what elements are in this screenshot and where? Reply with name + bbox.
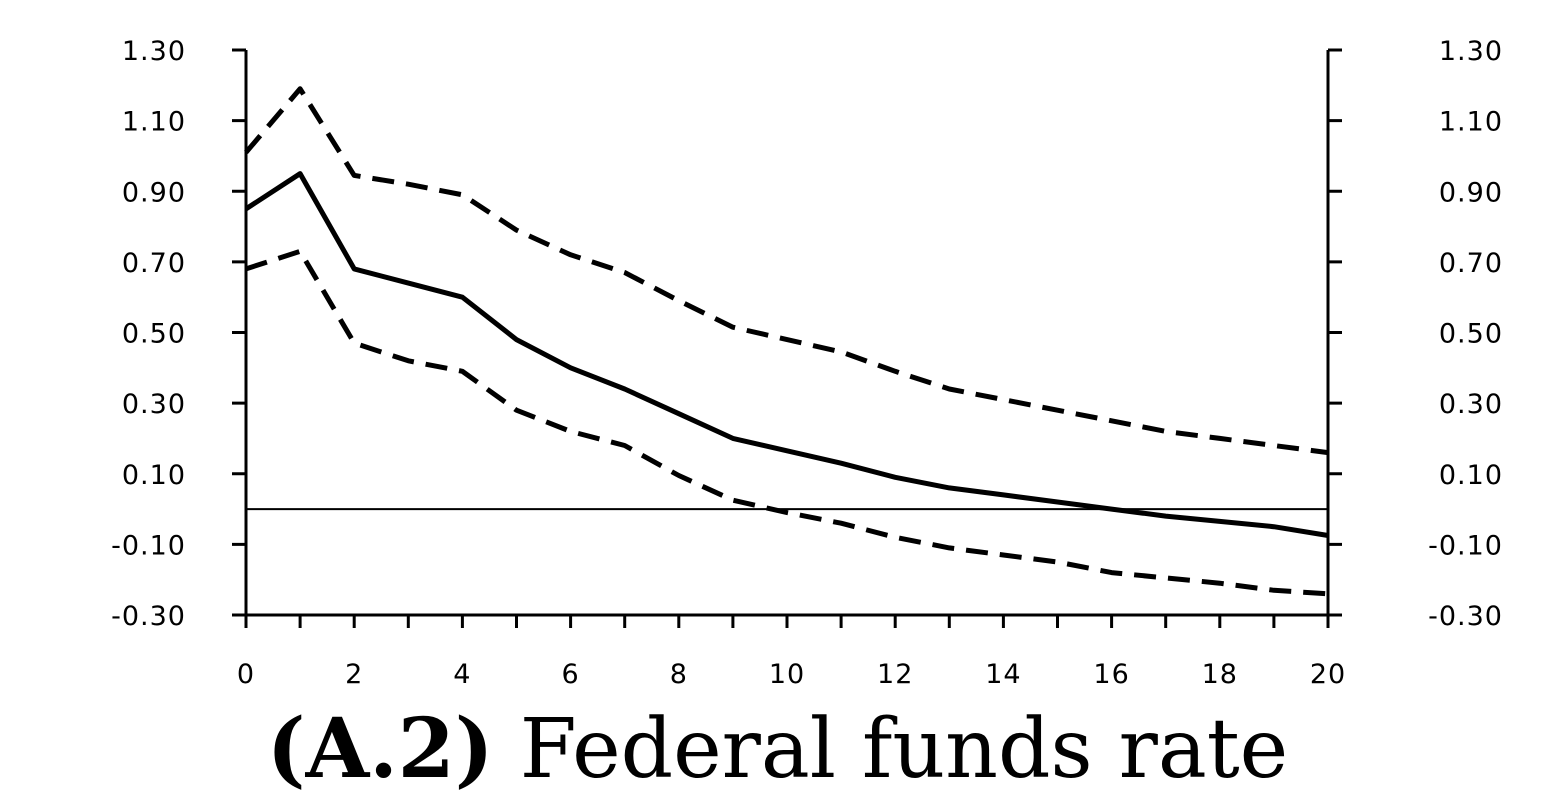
y-tick-label-left: 0.70 (122, 248, 186, 279)
x-tick-label: 20 (1310, 659, 1346, 690)
y-tick-label-right: 1.30 (1439, 36, 1503, 67)
x-tick-label: 12 (877, 659, 913, 690)
caption-title: Federal funds rate (519, 702, 1289, 797)
x-tick-label: 4 (453, 659, 471, 690)
x-tick-label: 16 (1093, 659, 1129, 690)
confidence-band-line (244, 86, 1329, 456)
series-lines (244, 86, 1329, 597)
axes (244, 50, 1330, 617)
x-tick-label: 0 (237, 659, 255, 690)
confidence-band-line (245, 248, 1329, 597)
x-tick-label: 8 (670, 659, 688, 690)
y-tick-label-right: 0.70 (1439, 248, 1503, 279)
y-tick-label-left: -0.10 (111, 530, 186, 561)
x-tick-label: 6 (562, 659, 580, 690)
tick-marks (232, 48, 1342, 628)
y-tick-label-left: 1.30 (122, 36, 186, 67)
response-line (244, 171, 1329, 538)
y-tick-label-right: -0.30 (1428, 601, 1503, 632)
y-tick-label-left: 0.10 (122, 460, 186, 491)
y-tick-label-right: -0.10 (1428, 530, 1503, 561)
chart-caption: (A.2) Federal funds rate (0, 708, 1555, 791)
y-tick-label-right: 0.30 (1439, 389, 1503, 420)
y-tick-label-right: 1.10 (1439, 107, 1503, 138)
y-tick-label-right: 0.50 (1439, 319, 1503, 350)
panel-label: (A.2) (266, 701, 494, 797)
y-tick-label-left: 0.50 (122, 319, 186, 350)
y-tick-label-right: 0.10 (1439, 460, 1503, 491)
y-tick-label-left: 0.90 (122, 177, 186, 208)
y-tick-label-left: -0.30 (111, 601, 186, 632)
tick-labels: 1.30 1.30 1.10 1.10 0.90 0.90 0.70 0.70 0.50 0.50… (111, 36, 1503, 690)
x-tick-label: 18 (1202, 659, 1238, 690)
y-tick-label-right: 0.90 (1439, 177, 1503, 208)
x-tick-label: 2 (345, 659, 363, 690)
y-tick-label-left: 1.10 (122, 107, 186, 138)
x-tick-label: 10 (769, 659, 805, 690)
y-tick-label-left: 0.30 (122, 389, 186, 420)
x-tick-label: 14 (985, 659, 1021, 690)
